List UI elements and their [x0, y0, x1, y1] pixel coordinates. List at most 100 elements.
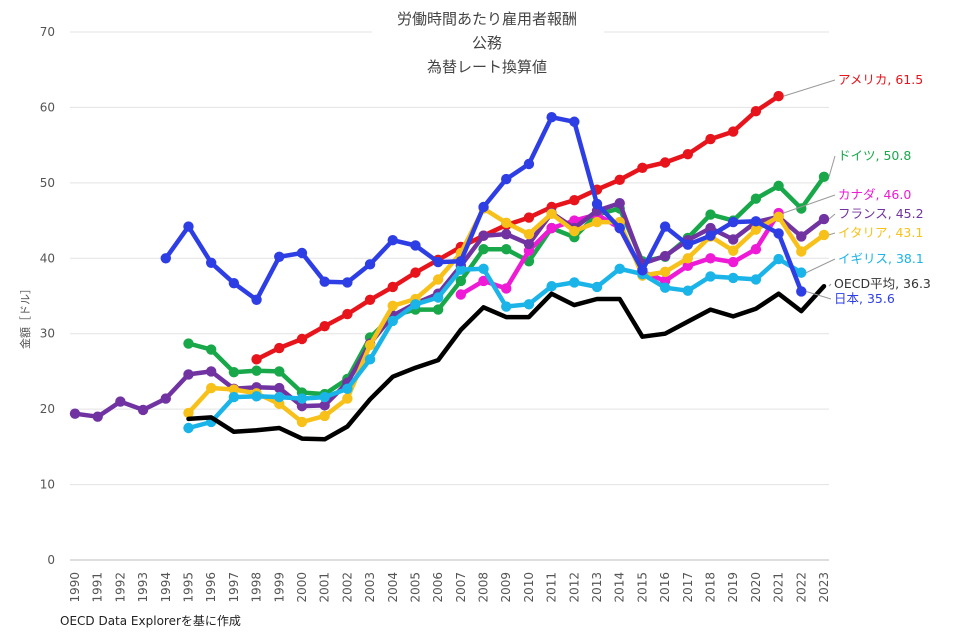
data-point — [818, 213, 830, 225]
x-tick-label: 2006 — [431, 572, 445, 603]
x-tick-label: 2018 — [704, 572, 718, 603]
data-point — [796, 231, 807, 242]
x-tick-label: 2014 — [613, 572, 627, 603]
data-point — [455, 275, 467, 287]
data-point — [773, 228, 784, 239]
x-tick-label: 1997 — [227, 572, 241, 603]
data-point — [546, 280, 557, 292]
series-イギリス — [183, 253, 807, 434]
data-point — [614, 174, 625, 186]
data-point — [205, 257, 217, 269]
data-point — [682, 239, 694, 250]
data-point — [69, 408, 81, 419]
data-point — [614, 222, 625, 234]
series-line — [72, 200, 827, 419]
series-labels: アメリカ, 61.5 ドイツ, 50.8 カナダ, 46.0 フランス, 45.2 イタ… — [783, 72, 931, 306]
leader-line — [828, 155, 836, 177]
data-point — [750, 216, 762, 227]
data-point — [432, 304, 444, 315]
x-tick-label: 2019 — [726, 572, 740, 603]
data-point — [728, 216, 739, 228]
data-point — [682, 285, 694, 296]
data-point — [773, 253, 784, 265]
data-point — [591, 281, 603, 293]
data-point — [501, 244, 512, 255]
data-point — [251, 294, 262, 305]
data-point — [387, 300, 398, 312]
data-point — [342, 308, 353, 320]
x-tick-label: 2009 — [499, 572, 513, 603]
leader-line — [828, 213, 836, 220]
data-point — [501, 283, 512, 294]
data-point — [228, 366, 240, 378]
x-tick-label: 1995 — [181, 572, 195, 603]
data-point — [387, 234, 398, 246]
x-tick-label: 2020 — [749, 572, 763, 603]
axes: 0 10 20 30 40 50 60 70 1990 1991 1992 1993 1994 1995 1… — [18, 25, 831, 603]
data-point — [773, 180, 784, 192]
x-tick-label: 1992 — [113, 572, 127, 603]
series-label: 日本, 35.6 — [834, 291, 895, 306]
data-point — [773, 211, 784, 222]
series-label: カナダ, 46.0 — [838, 187, 911, 202]
series-日本 — [160, 112, 807, 305]
data-point — [569, 195, 580, 206]
data-point — [228, 391, 240, 403]
x-tick-label: 2003 — [363, 572, 377, 603]
data-point — [228, 277, 240, 289]
data-point — [682, 260, 694, 272]
data-point — [251, 391, 262, 402]
data-point — [569, 116, 580, 127]
data-point — [682, 148, 694, 160]
data-point — [818, 171, 830, 183]
x-tick-label: 1991 — [91, 572, 105, 603]
y-tick-label: 10 — [40, 478, 55, 492]
data-point — [750, 106, 762, 117]
data-point — [342, 277, 353, 288]
data-point — [614, 198, 625, 209]
data-point — [410, 240, 421, 251]
y-tick-label: 0 — [47, 553, 55, 567]
data-point — [274, 366, 285, 377]
data-point — [796, 246, 807, 257]
data-point — [274, 251, 285, 262]
data-point — [773, 90, 784, 102]
data-point — [637, 265, 648, 276]
series-OECD平均 — [186, 283, 827, 442]
x-tick-label: 2008 — [477, 572, 491, 603]
data-point — [569, 277, 580, 288]
data-point — [137, 404, 149, 416]
series-label: フランス, 45.2 — [838, 206, 924, 221]
x-tick-label: 1996 — [204, 572, 218, 603]
x-tick-label: 2007 — [454, 572, 468, 603]
data-point — [501, 228, 512, 240]
y-tick-label: 40 — [40, 251, 55, 265]
data-point — [183, 338, 194, 349]
data-point — [705, 133, 716, 145]
data-point — [478, 263, 489, 275]
series-label: イタリア, 43.1 — [838, 225, 923, 240]
x-tick-label: 1994 — [159, 572, 173, 603]
data-point — [682, 253, 694, 264]
x-tick-label: 1993 — [136, 572, 150, 603]
data-point — [478, 230, 489, 241]
data-point — [569, 225, 580, 237]
y-tick-label: 70 — [40, 25, 55, 39]
data-point — [750, 244, 762, 255]
leader-line — [828, 283, 832, 287]
data-point — [728, 234, 739, 245]
x-tick-label: 2010 — [522, 572, 536, 603]
data-point — [274, 391, 285, 403]
series-line — [186, 283, 827, 442]
data-point — [251, 365, 262, 376]
data-point — [591, 216, 603, 228]
series-label: アメリカ, 61.5 — [838, 72, 923, 87]
x-tick-label: 2021 — [772, 572, 786, 603]
data-point — [342, 393, 353, 404]
x-tick-label: 2002 — [340, 572, 354, 603]
data-point — [546, 112, 557, 123]
data-point — [205, 344, 217, 355]
data-point — [228, 384, 240, 395]
data-point — [432, 256, 444, 268]
data-point — [501, 217, 512, 229]
